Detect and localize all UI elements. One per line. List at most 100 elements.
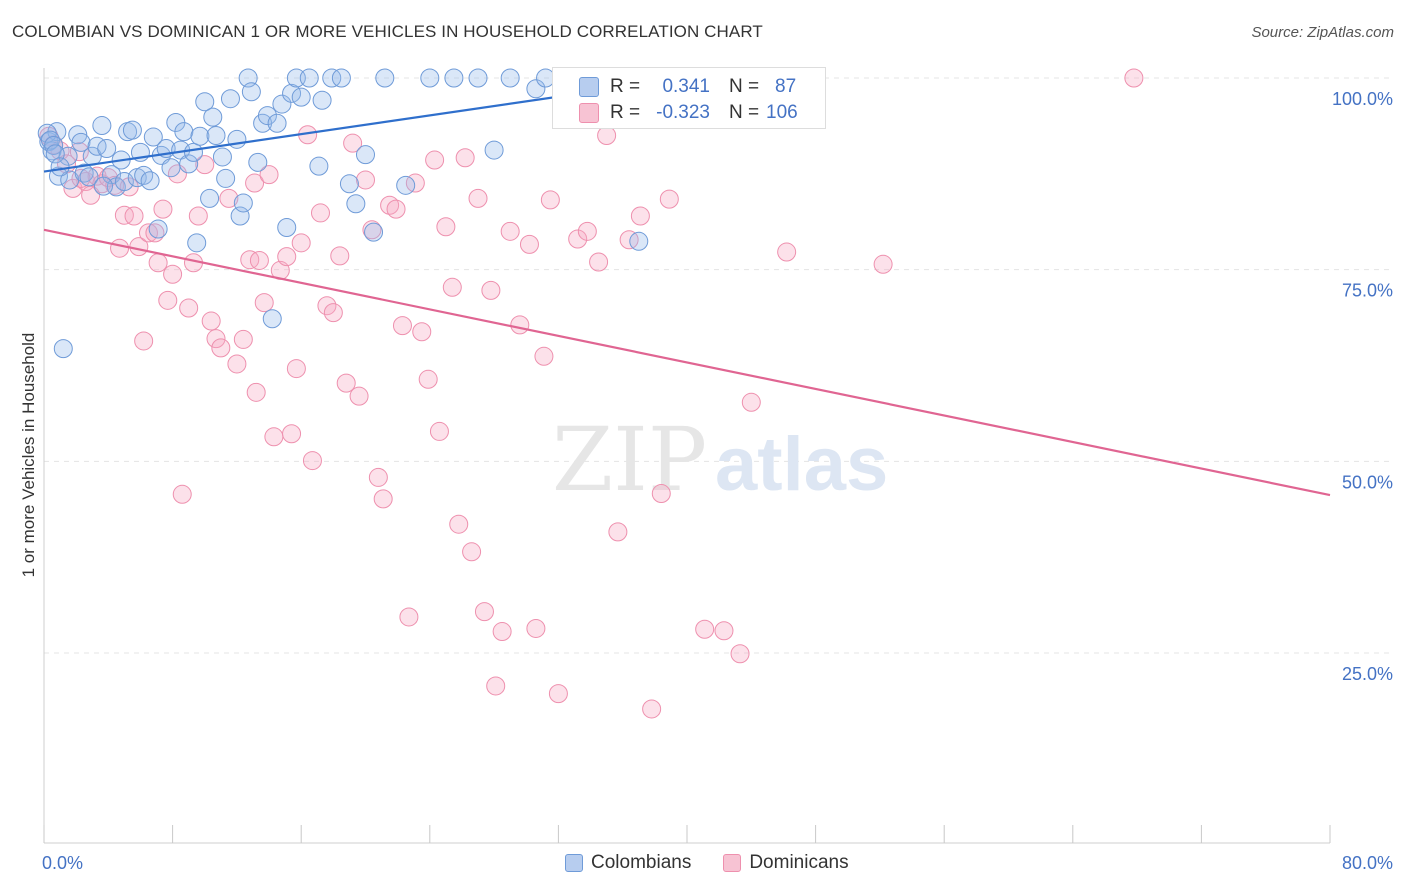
colombians-n-label: N = — [729, 76, 760, 97]
dominicans-point — [608, 522, 628, 542]
colombians-point — [291, 87, 311, 107]
dominicans-point — [343, 133, 363, 153]
legend-dominicans-label: Dominicans — [749, 852, 849, 873]
colombians-point — [187, 233, 207, 253]
dominicans-point — [534, 346, 554, 366]
colombians-point — [200, 188, 220, 208]
dominicans-point — [246, 382, 266, 402]
dominicans-point — [310, 203, 330, 223]
dominicans-point — [163, 264, 183, 284]
colombians-point — [140, 171, 160, 191]
dominicans-point — [148, 253, 168, 273]
colombians-point — [267, 113, 287, 133]
colombians-point — [484, 140, 504, 160]
dominicans-point — [519, 234, 539, 254]
dominicans-point — [227, 354, 247, 374]
dominicans-point — [349, 386, 369, 406]
dominicans-point — [245, 173, 265, 193]
colombians-point — [526, 79, 546, 99]
colombians-swatch — [579, 77, 599, 97]
axes — [43, 68, 1331, 844]
y-tick-label: 100.0% — [1332, 89, 1393, 109]
dominicans-point — [510, 315, 530, 335]
colombians-point — [500, 68, 520, 88]
y-tick-label: 25.0% — [1342, 664, 1393, 684]
colombians-r-value: 0.341 — [662, 76, 710, 97]
dominicans-r-label: R = — [610, 102, 641, 123]
dominicans-point — [642, 699, 662, 719]
dominicans-point — [282, 424, 302, 444]
colombians-point — [444, 68, 464, 88]
dominicans-point — [386, 199, 406, 219]
dominicans-point — [240, 250, 260, 270]
watermark-zip: ZIP — [552, 408, 707, 511]
colombians-point — [206, 126, 226, 145]
dominicans-point — [568, 229, 588, 249]
colombians-point — [183, 142, 203, 162]
colombians-point — [195, 92, 215, 112]
colombians-point — [97, 139, 117, 159]
dominicans-point — [597, 126, 617, 145]
colombians-point — [375, 68, 395, 88]
dominicans-point — [179, 298, 199, 318]
stats-legend: R = 0.341 N = 87 R = -0.323 N = 106 — [552, 67, 826, 129]
dominicans-point — [492, 622, 512, 642]
dominicans-point — [449, 514, 469, 534]
dominicans-points — [39, 68, 1144, 719]
dominicans-point — [81, 185, 101, 205]
dominicans-point — [172, 484, 192, 504]
colombians-point — [179, 154, 199, 174]
dominicans-point — [429, 421, 449, 441]
dominicans-point — [418, 369, 438, 389]
watermark-atlas: atlas — [715, 422, 888, 507]
colombians-point — [161, 158, 181, 178]
colombians-point — [272, 94, 292, 114]
dominicans-swatch — [579, 103, 599, 123]
source-label: Source: ZipAtlas.com — [1251, 24, 1394, 41]
dominicans-point — [211, 338, 231, 358]
colombians-point — [262, 309, 282, 329]
colombians-point — [92, 116, 112, 136]
colombians-r-label: R = — [610, 76, 641, 97]
x-tick-label: 0.0% — [42, 853, 83, 873]
dominicans-point — [695, 619, 715, 639]
colombians-n-value: 87 — [775, 76, 797, 97]
dominicans-point — [500, 221, 520, 241]
dominicans-point — [630, 206, 650, 226]
dominicans-point — [188, 206, 208, 226]
tick-labels: 25.0% 50.0% 75.0% 100.0% 0.0% 80.0% — [42, 89, 1393, 873]
colombians-point — [148, 219, 168, 239]
dominicans-point — [873, 254, 893, 274]
dominicans-point — [114, 205, 134, 225]
dominicans-point — [455, 148, 475, 168]
colombians-point — [339, 174, 359, 194]
dominicans-point — [540, 190, 560, 210]
dominicans-n-value: 106 — [766, 102, 798, 123]
legend-item-colombians: Colombians — [565, 852, 691, 874]
dominicans-point — [356, 170, 375, 190]
dominicans-point — [399, 607, 419, 627]
dominicans-point — [714, 621, 734, 641]
dominicans-point — [219, 188, 239, 208]
dominicans-point — [481, 280, 501, 300]
colombians-point — [71, 132, 91, 152]
dominicans-point — [651, 484, 671, 504]
dominicans-point — [249, 250, 269, 270]
y-axis-label: 1 or more Vehicles in Household — [19, 333, 38, 578]
colombians-point — [93, 176, 113, 196]
bottom-legend: Colombians Dominicans — [565, 852, 867, 874]
dominicans-trend-line — [43, 228, 1331, 497]
dominicans-point — [277, 247, 297, 267]
legend-dominicans-swatch — [723, 854, 742, 872]
colombians-point — [331, 68, 351, 88]
dominicans-point — [526, 618, 546, 638]
colombians-point — [309, 156, 329, 176]
colombians-point — [468, 68, 488, 88]
colombians-point — [629, 231, 649, 251]
dominicans-n-label: N = — [729, 102, 760, 123]
colombians-point — [346, 194, 366, 214]
dominicans-point — [741, 392, 761, 412]
dominicans-point — [233, 329, 253, 349]
colombians-point — [322, 68, 342, 88]
